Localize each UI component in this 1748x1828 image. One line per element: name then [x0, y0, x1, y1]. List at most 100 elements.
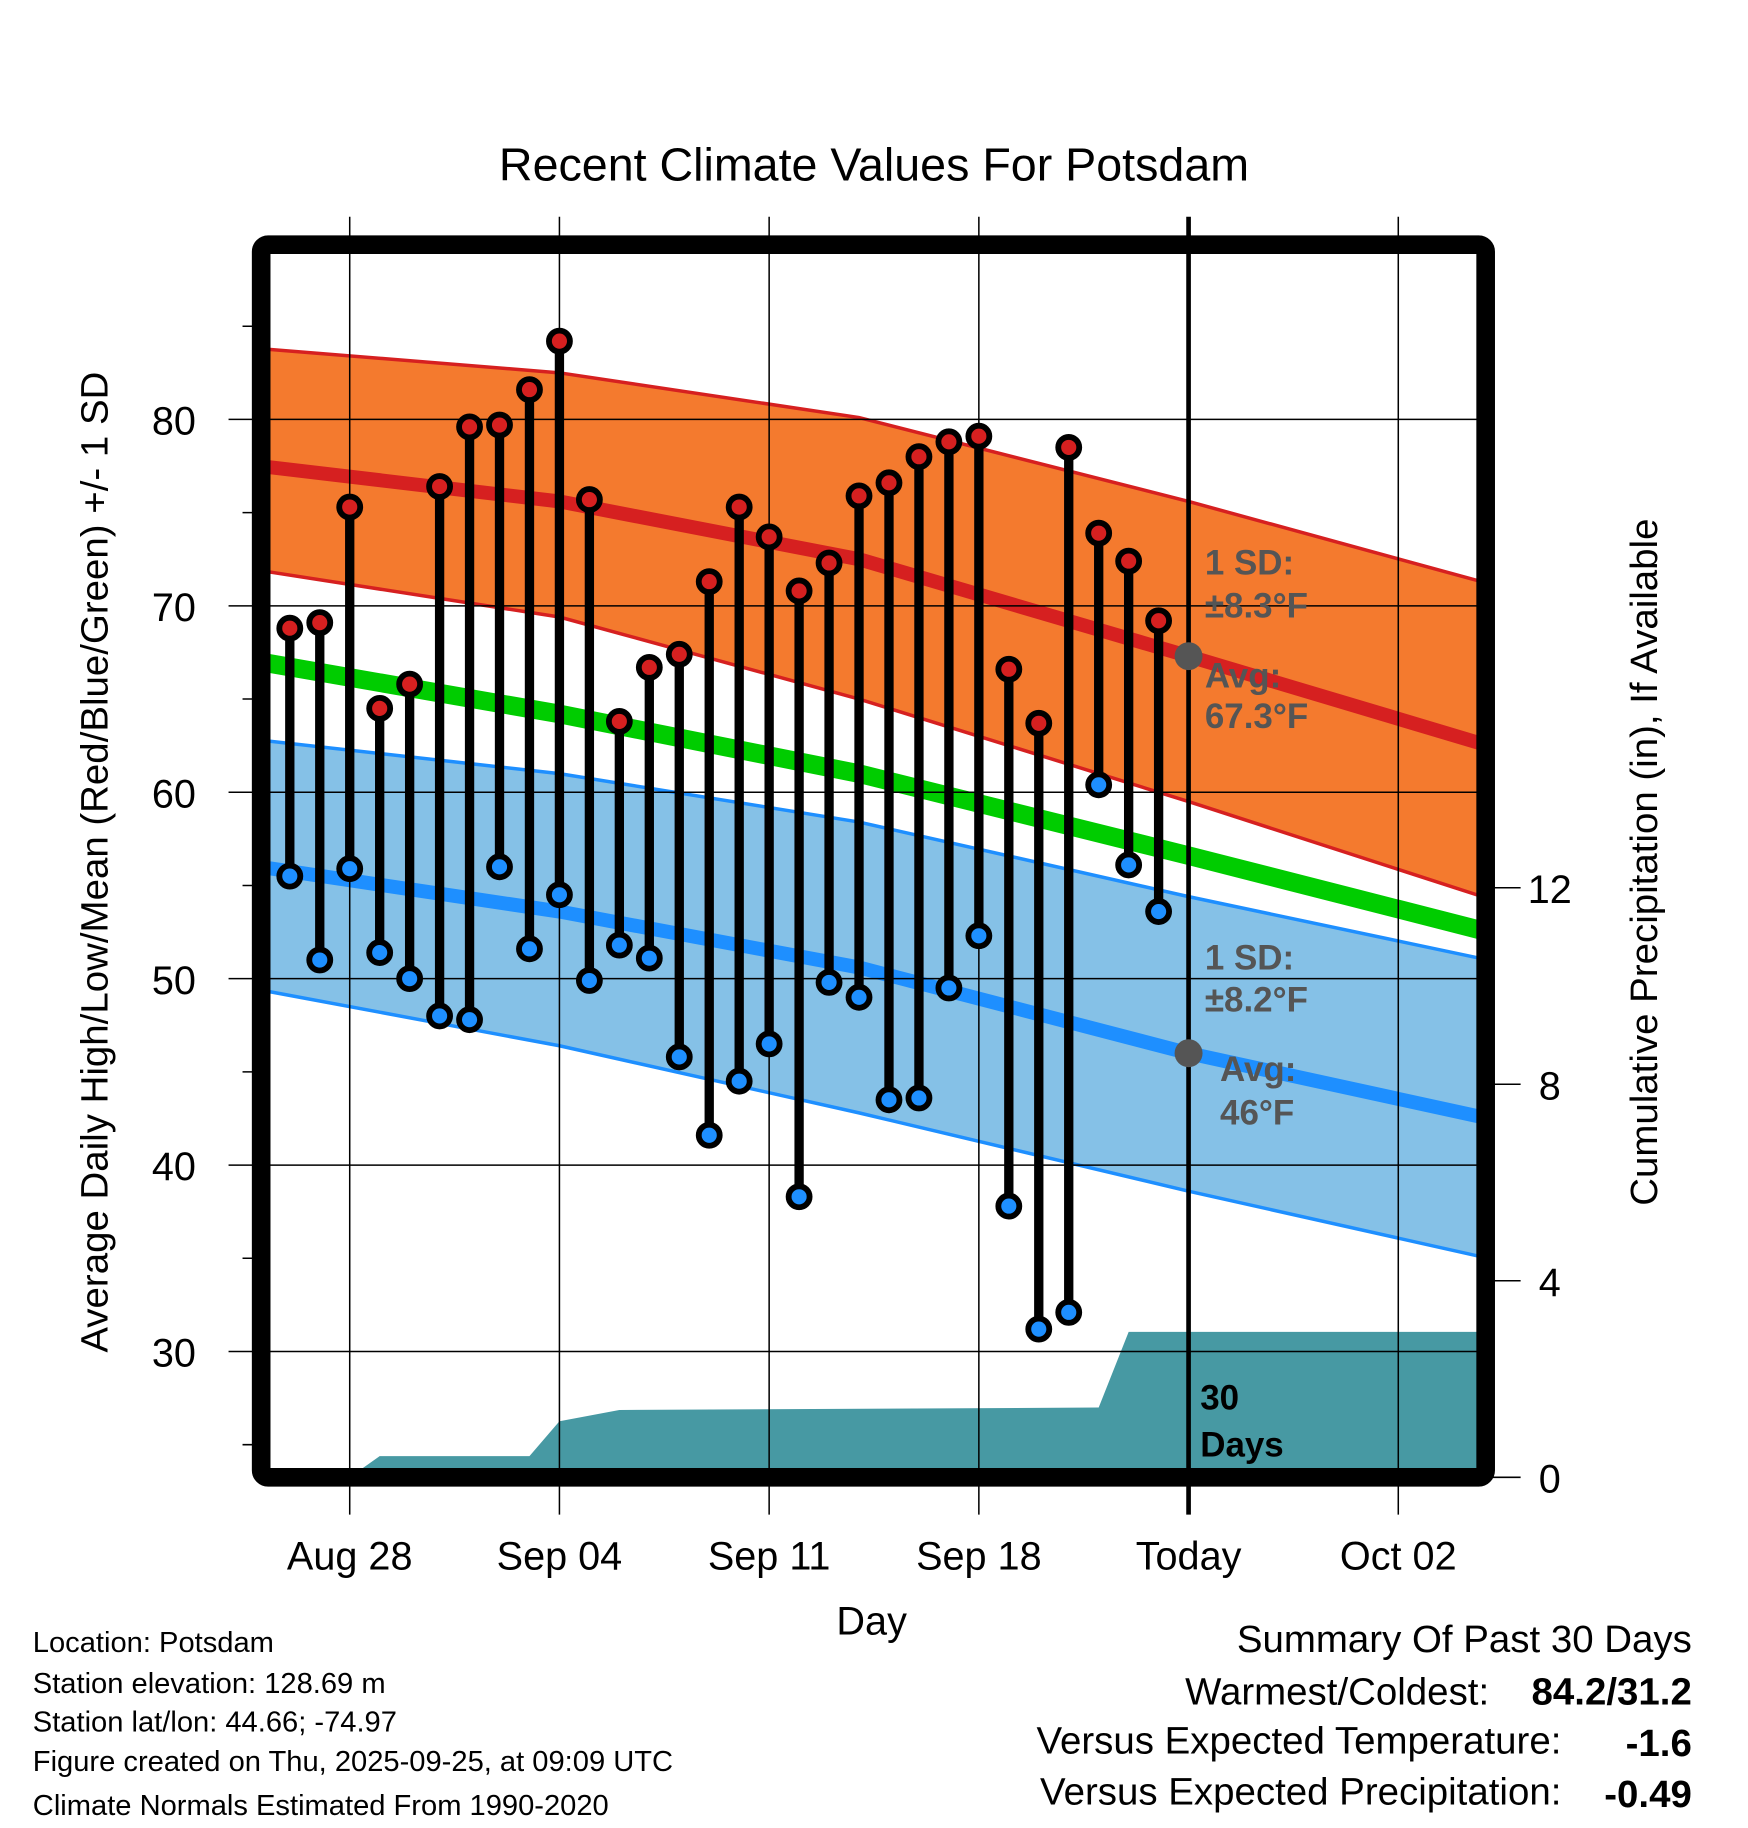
annotations: 1 SD: ±8.3°F Avg: 67.3°F 1 SD: ±8.2°F Av… [1200, 543, 1308, 1464]
summary-title: Summary Of Past 30 Days [1237, 1618, 1692, 1661]
high-sd-label: 1 SD: [1205, 543, 1294, 582]
y2-tick-label: 4 [1539, 1261, 1561, 1305]
low-temp-point [995, 1192, 1023, 1220]
footer-created: Figure created on Thu, 2025-09-25, at 09… [33, 1746, 673, 1778]
high-temp-point [306, 609, 334, 637]
high-temp-point [486, 411, 513, 439]
low-temp-point [635, 944, 663, 972]
x-tick-label: Aug 28 [287, 1534, 413, 1578]
high-temp-point [516, 376, 543, 403]
high-temp-point [815, 549, 843, 577]
x-tick-label: Sep 18 [916, 1534, 1042, 1578]
high-temp-point [1145, 607, 1173, 635]
low-temp-point [456, 1006, 483, 1034]
low-temp-point [336, 855, 364, 883]
precip-period-unit: Days [1200, 1425, 1284, 1464]
low-sd-label: 1 SD: [1205, 938, 1294, 977]
high-temp-point [456, 413, 483, 441]
high-temp-point [665, 640, 693, 668]
footer-location: Location: Potsdam [33, 1627, 274, 1659]
high-avg-value: 67.3°F [1205, 697, 1308, 736]
low-temp-point [965, 922, 993, 950]
summary-precip-value: -0.49 [1604, 1773, 1692, 1816]
summary-temp-value: -1.6 [1626, 1722, 1692, 1765]
x-tick-label: Sep 11 [708, 1534, 831, 1578]
y2-tick-label: 12 [1528, 868, 1572, 912]
y-tick-label: 80 [152, 400, 196, 444]
high-temp-point [695, 568, 723, 596]
low-temp-point [546, 881, 573, 909]
high-temp-point [575, 486, 603, 513]
summary-warmest-label: Warmest/Coldest: [1185, 1671, 1489, 1714]
high-temp-point [725, 493, 753, 521]
footer-latlon: Station lat/lon: 44.66; -74.97 [33, 1706, 397, 1738]
low-temp-point [785, 1183, 813, 1211]
plot-frame [251, 235, 1495, 1487]
low-temp-point [875, 1086, 903, 1114]
low-sd-value: ±8.2°F [1205, 980, 1308, 1019]
low-avg-value: 46°F [1220, 1093, 1294, 1132]
high-temp-point [1085, 519, 1113, 547]
low-temp-point [486, 853, 513, 881]
high-temp-point [875, 469, 903, 497]
y2-tick-label: 8 [1539, 1064, 1561, 1108]
low-temp-point [516, 935, 543, 963]
high-temp-point [396, 670, 424, 698]
low-temp-point [815, 968, 843, 996]
low-temp-point [1055, 1298, 1083, 1326]
low-temp-point [396, 965, 424, 993]
summary-precip-label: Versus Expected Precipitation: [1040, 1771, 1561, 1814]
high-temp-point [336, 493, 364, 521]
high-temp-point [785, 577, 813, 605]
low-temp-point [426, 1002, 453, 1030]
x-axis-label: Day [836, 1600, 907, 1644]
y-tick-label: 60 [152, 772, 196, 816]
low-temp-point [575, 967, 603, 994]
high-temp-point [546, 327, 573, 355]
high-temp-point [1025, 709, 1053, 737]
today-high-avg-dot [1174, 642, 1203, 671]
footer-normals: Climate Normals Estimated From 1990-2020 [33, 1790, 609, 1822]
today-low-avg-dot [1174, 1039, 1203, 1068]
high-sd-band [269, 347, 1478, 897]
y-tick-label: 70 [152, 586, 196, 630]
y2-axis-label: Cumulative Precipitation (in), If Availa… [1623, 519, 1666, 1206]
y2-tick-label: 0 [1539, 1457, 1561, 1501]
high-temp-point [965, 422, 993, 450]
high-temp-point [755, 523, 783, 551]
low-temp-point [755, 1030, 783, 1058]
precip-period-num: 30 [1200, 1379, 1239, 1418]
low-temp-point [725, 1067, 753, 1095]
footer-elevation: Station elevation: 128.69 m [33, 1668, 386, 1700]
high-avg-label: Avg: [1205, 656, 1281, 695]
high-temp-point [635, 653, 663, 681]
high-temp-point [276, 614, 304, 642]
low-temp-point [276, 862, 304, 890]
y-axis-label: Average Daily High/Low/Mean (Red/Blue/Gr… [73, 372, 116, 1353]
low-temp-point [1025, 1315, 1053, 1343]
y-tick-label: 40 [152, 1145, 196, 1189]
high-temp-point [845, 482, 873, 510]
low-temp-point [905, 1084, 933, 1112]
y-tick-label: 50 [152, 959, 196, 1003]
summary-temp-label: Versus Expected Temperature: [1036, 1719, 1561, 1762]
x-tick-label: Today [1136, 1534, 1242, 1578]
low-temp-point [1145, 898, 1173, 925]
footer: Location: Potsdam Station elevation: 128… [33, 1627, 673, 1822]
low-temp-point [665, 1043, 693, 1071]
high-temp-point [935, 428, 963, 456]
summary: Summary Of Past 30 Days Warmest/Coldest:… [1036, 1618, 1691, 1816]
high-temp-point [1115, 547, 1143, 575]
low-temp-point [845, 983, 873, 1011]
chart-title: Recent Climate Values For Potsdam [499, 139, 1249, 191]
y-tick-label: 30 [152, 1332, 196, 1376]
precip-area [361, 1331, 1478, 1470]
high-temp-point [366, 694, 394, 722]
high-temp-point [426, 473, 453, 500]
x-tick-label: Sep 04 [497, 1534, 623, 1578]
high-temp-point [905, 443, 933, 471]
low-avg-label: Avg: [1220, 1050, 1296, 1089]
low-temp-point [605, 931, 633, 959]
low-temp-point [935, 974, 963, 1002]
low-temp-point [366, 939, 394, 966]
